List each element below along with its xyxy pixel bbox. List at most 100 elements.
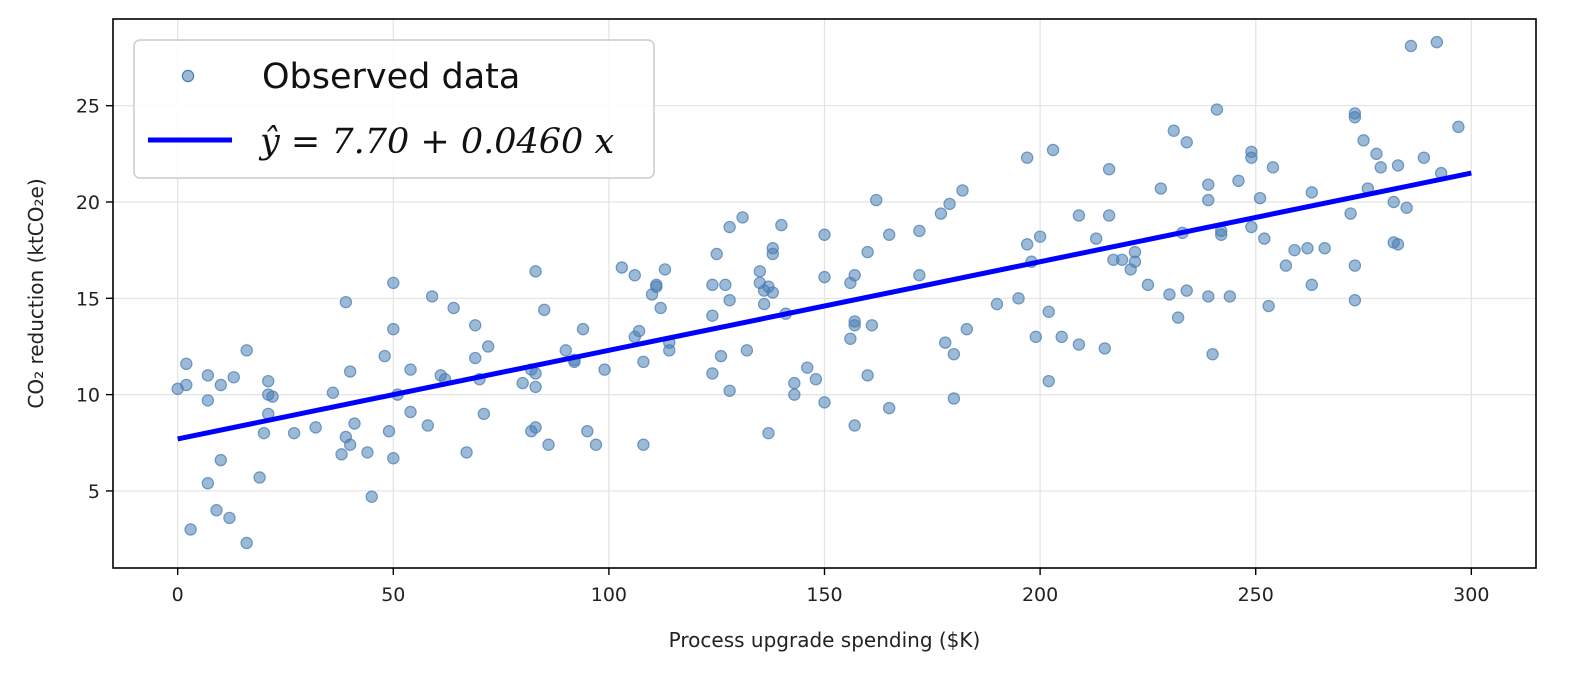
data-point (387, 452, 400, 465)
data-point (848, 419, 861, 432)
x-tick-label: 50 (381, 584, 405, 606)
data-point (753, 265, 767, 278)
data-point (615, 261, 629, 274)
data-point (1232, 174, 1245, 188)
data-point (1262, 299, 1275, 313)
data-point (184, 523, 197, 536)
data-point (1348, 259, 1362, 272)
data-point (943, 197, 956, 211)
y-tick-label: 25 (76, 96, 100, 118)
data-point (719, 278, 732, 292)
data-point (469, 351, 482, 365)
x-tick-label: 0 (172, 584, 184, 606)
data-point (706, 309, 719, 322)
legend-marker-observed (181, 69, 195, 83)
data-point (598, 363, 611, 376)
data-point (1102, 163, 1116, 176)
data-point (628, 269, 641, 282)
data-point (266, 390, 279, 403)
data-point (861, 245, 874, 259)
data-point (939, 336, 952, 349)
data-point (706, 367, 719, 380)
x-tick-label: 250 (1238, 584, 1274, 606)
fit-line (177, 170, 1472, 442)
data-point (542, 438, 555, 451)
data-point (1046, 143, 1060, 157)
data-point (947, 347, 961, 361)
data-point (240, 536, 253, 550)
data-point (460, 446, 473, 459)
data-point (1098, 342, 1111, 355)
data-point (1072, 209, 1086, 222)
data-point (1042, 305, 1055, 318)
data-point (1279, 259, 1293, 272)
data-point (762, 426, 775, 440)
data-point (818, 228, 831, 241)
data-point (1344, 207, 1357, 220)
data-point (387, 322, 400, 336)
data-point (227, 371, 240, 384)
data-point (865, 319, 879, 332)
data-point (913, 269, 926, 282)
data-point (365, 490, 378, 503)
x-tick-label: 200 (1022, 584, 1058, 606)
data-point (861, 369, 874, 382)
data-point (1141, 278, 1155, 292)
data-point (723, 220, 736, 234)
x-tick-label: 300 (1453, 584, 1489, 606)
data-point (990, 297, 1004, 311)
data-point (882, 401, 896, 415)
data-point (469, 319, 482, 332)
data-point (214, 453, 228, 467)
data-point (361, 446, 374, 459)
data-point (343, 365, 357, 378)
data-point (529, 421, 542, 434)
data-point (1215, 228, 1228, 241)
data-point (818, 270, 831, 284)
data-point (382, 425, 396, 438)
data-point (201, 369, 215, 382)
data-point (257, 426, 271, 440)
data-point (481, 340, 495, 353)
data-point (1042, 374, 1055, 388)
data-point (1072, 338, 1086, 351)
data-point (529, 265, 542, 278)
data-point (326, 386, 340, 399)
data-point (589, 438, 603, 451)
data-point (947, 392, 961, 405)
data-point (1404, 39, 1418, 53)
data-point (650, 280, 663, 293)
data-point (538, 303, 551, 317)
data-point (378, 349, 391, 363)
data-points (171, 35, 1465, 550)
data-point (1206, 347, 1219, 361)
data-point (960, 322, 974, 336)
data-point (637, 438, 650, 451)
data-point (706, 278, 719, 292)
y-tick-label: 5 (88, 481, 100, 503)
data-point (287, 426, 301, 440)
data-point (1387, 195, 1400, 209)
y-tick-label: 15 (76, 288, 100, 310)
legend-box (133, 39, 655, 179)
axis-ticks: 0 50 100 150 200 250 300 5 10 15 20 25 (76, 96, 1490, 606)
data-point (404, 405, 417, 419)
data-point (1370, 147, 1383, 161)
data-point (309, 421, 322, 434)
y-axis-label: CO₂ reduction (ktCO₂e) (24, 178, 48, 408)
data-point (1202, 193, 1215, 207)
data-point (1115, 253, 1129, 266)
data-point (1258, 232, 1271, 245)
fit-line-group (177, 170, 1472, 442)
x-axis-label: Process upgrade spending ($K) (669, 628, 981, 652)
data-point (818, 396, 831, 409)
y-tick-label: 20 (76, 192, 100, 214)
data-point (343, 438, 357, 451)
data-point (1089, 232, 1103, 245)
data-point (1305, 186, 1318, 199)
data-point (201, 394, 215, 407)
data-point (581, 425, 594, 438)
data-point (1202, 290, 1215, 303)
data-point (1391, 159, 1405, 172)
